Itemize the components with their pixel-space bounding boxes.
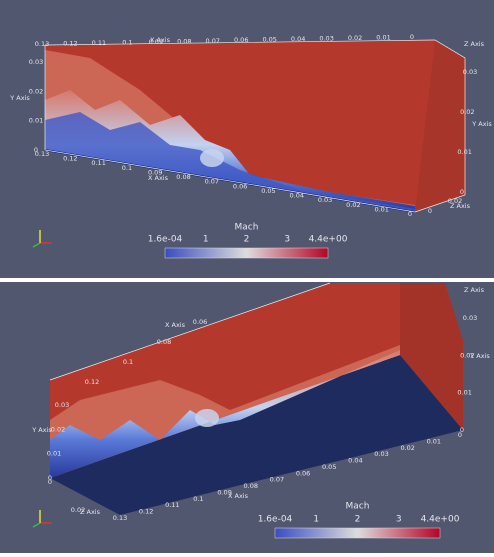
y-tick-label: 0.01 (457, 389, 471, 397)
colorbar-label: 4.4e+00 (421, 515, 460, 525)
x-tick-label: 0.11 (91, 159, 105, 167)
x-tick-label: 0.08 (157, 338, 171, 346)
x-tick-label: 0.03 (318, 196, 332, 204)
x-tick-label: 0.03 (319, 35, 333, 43)
colorbar-label: 1 (313, 515, 319, 525)
axis-title: Y Axis (471, 120, 492, 128)
x-tick-label: 0.05 (262, 36, 276, 44)
y-tick-label: 0.03 (55, 401, 69, 409)
x-tick-label: 0.04 (348, 457, 362, 465)
colorbar-label: 1 (203, 235, 209, 245)
axis-title: X Axis (150, 36, 171, 44)
y-tick-label: 0.01 (29, 117, 43, 125)
y-tick-label: 0 (34, 146, 38, 154)
x-tick-label: 0.05 (261, 187, 275, 195)
colorbar-label: 3 (396, 515, 402, 525)
axis-title: Z Axis (464, 286, 485, 294)
x-tick-label: 0.04 (290, 192, 304, 200)
y-tick-label: 0 (460, 426, 464, 434)
y-tick-label: 0.01 (457, 148, 471, 156)
x-tick-label: 0.05 (322, 463, 336, 471)
colorbar-label: 2 (355, 515, 361, 525)
x-tick-label: 0.06 (296, 469, 310, 477)
x-tick-label: 0.12 (139, 508, 153, 516)
x-tick-label: 0.1 (123, 358, 133, 366)
colorbar-label: 1.6e-04 (148, 235, 183, 245)
x-tick-label: 0.01 (374, 205, 388, 213)
y-tick-label: 0 (460, 188, 464, 196)
axis-title: Y Axis (9, 94, 30, 102)
x-tick-label: 0.1 (122, 38, 132, 46)
colorbar-label: 3 (284, 235, 290, 245)
y-tick-label: 0.02 (29, 87, 43, 95)
x-tick-label: 0.08 (177, 37, 191, 45)
x-tick-label: 0.02 (346, 201, 360, 209)
x-tick-label: 0.12 (63, 39, 77, 47)
x-tick-label: 0.02 (348, 34, 362, 42)
axis-title: X Axis (165, 321, 186, 329)
x-tick-label: 0.1 (122, 164, 132, 172)
y-tick-label: 0.03 (463, 68, 477, 76)
axis-title: Z Axis (450, 202, 471, 210)
x-tick-label: 0.01 (376, 34, 390, 42)
x-tick-label: 0 (408, 210, 412, 218)
paraview-screenshot: 0.130.120.110.10.090.080.070.060.050.040… (0, 0, 494, 553)
colorbar-title: Mach (346, 502, 370, 512)
colorbar-label: 4.4e+00 (309, 235, 348, 245)
z-tick-label: 0 (428, 207, 432, 215)
x-tick-label: 0.11 (165, 501, 179, 509)
x-tick-label: 0.07 (205, 178, 219, 186)
colorbar-title: Mach (235, 223, 259, 233)
x-tick-label: 0.04 (291, 35, 305, 43)
x-tick-label: 0.13 (113, 514, 127, 522)
axis-title: Z Axis (464, 40, 485, 48)
z-tick-label: 0 (48, 478, 52, 486)
y-tick-label: 0.02 (460, 108, 474, 116)
colorbar (275, 528, 440, 538)
x-tick-label: 0.11 (92, 39, 106, 47)
x-tick-label: 0.12 (63, 155, 77, 163)
colorbar-label: 2 (244, 235, 250, 245)
x-tick-label: 0.03 (374, 450, 388, 458)
x-tick-label: 0 (410, 33, 414, 41)
x-tick-label: 0.1 (193, 495, 203, 503)
axis-title: Z Axis (80, 508, 101, 516)
x-tick-label: 0.08 (244, 482, 258, 490)
axis-title: Y Axis (31, 426, 52, 434)
colorbar-label: 1.6e-04 (258, 515, 293, 525)
x-tick-label: 0.12 (85, 378, 99, 386)
x-tick-label: 0.02 (400, 444, 414, 452)
axis-title: X Axis (228, 492, 249, 500)
y-tick-label: 0.02 (51, 425, 65, 433)
axis-title: X Axis (148, 174, 169, 182)
x-tick-label: 0.06 (233, 182, 247, 190)
x-tick-label: 0.07 (270, 476, 284, 484)
x-tick-label: 0.08 (176, 173, 190, 181)
x-tick-label: 0.06 (193, 318, 207, 326)
y-tick-label: 0.03 (463, 314, 477, 322)
colorbar (165, 248, 328, 258)
x-tick-label: 0.13 (35, 40, 49, 48)
x-tick-label: 0.06 (234, 36, 248, 44)
axis-title: Y Axis (469, 352, 490, 360)
y-tick-label: 0.01 (47, 450, 61, 458)
x-tick-label: 0.01 (427, 437, 441, 445)
y-tick-label: 0.03 (29, 58, 43, 66)
x-tick-label: 0.07 (206, 37, 220, 45)
